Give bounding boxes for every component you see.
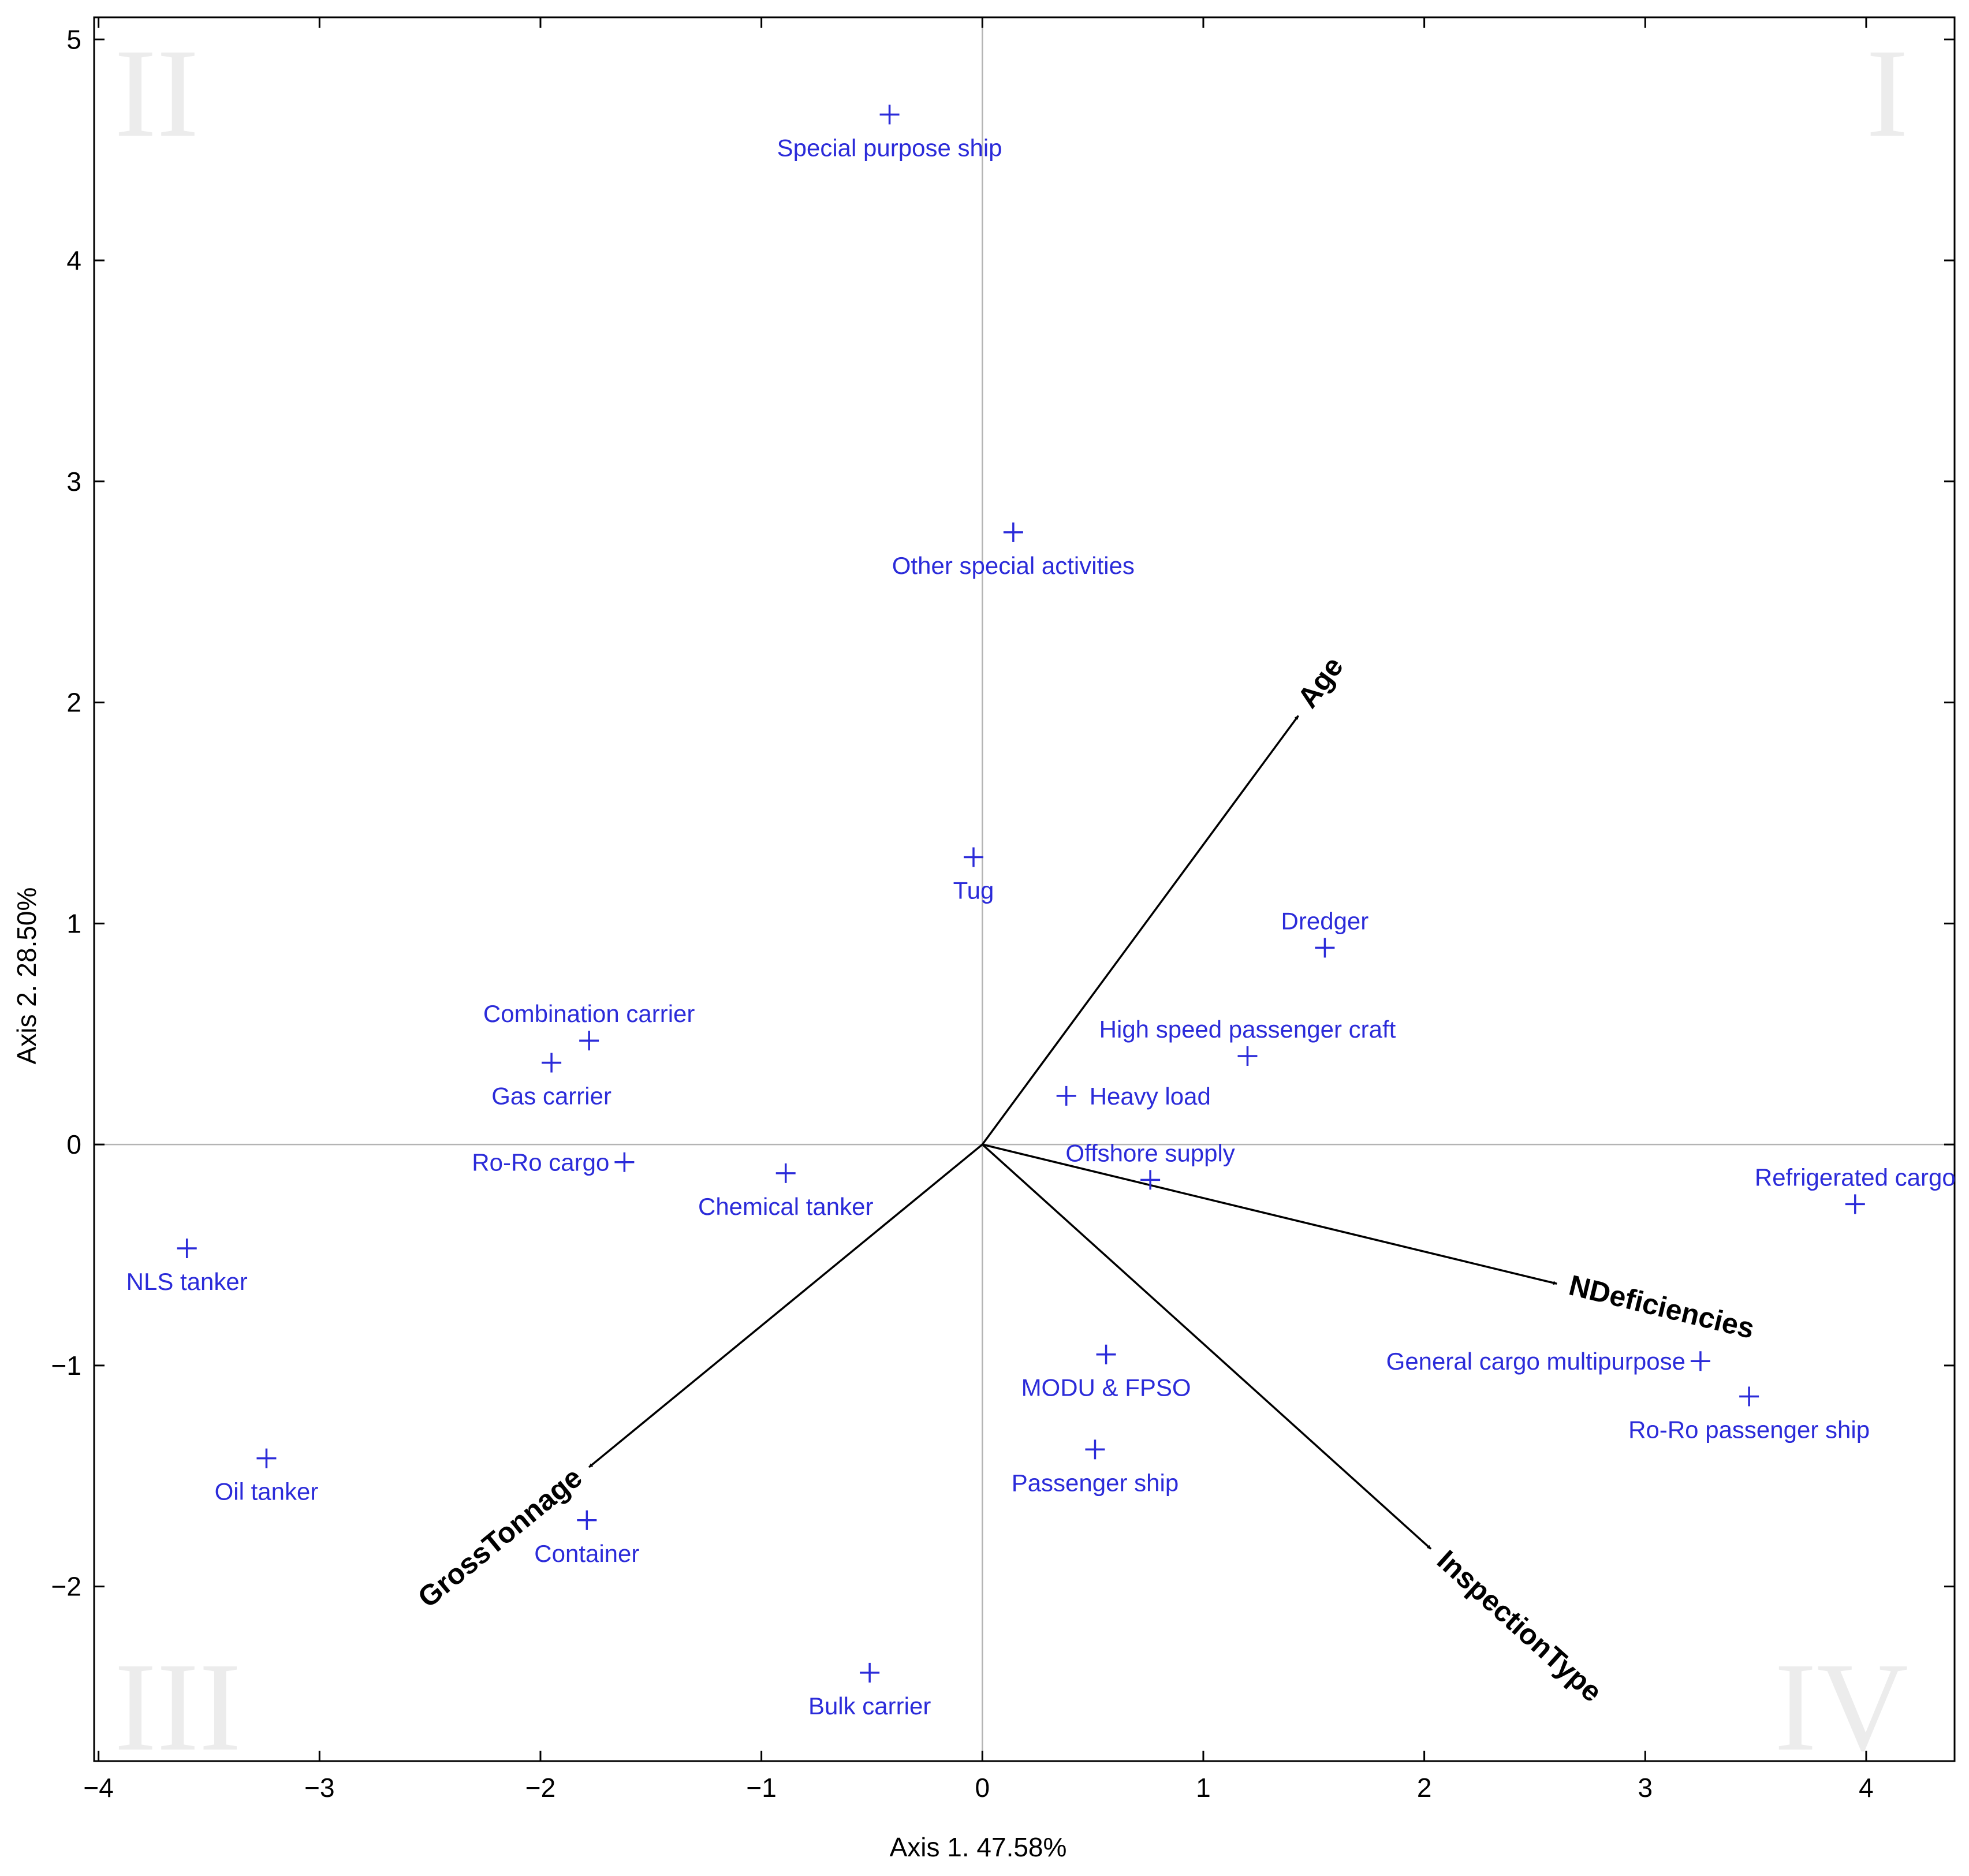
point-label-heavy-load: Heavy load — [1090, 1083, 1211, 1110]
point-label-other-special-activities: Other special activities — [892, 552, 1135, 579]
vector-arrow-ndeficiencies — [982, 1143, 1557, 1285]
point-refrigerated-cargo: Refrigerated cargo — [1755, 1163, 1956, 1214]
point-label-container: Container — [534, 1540, 639, 1567]
x-tick-label: 4 — [1859, 1773, 1874, 1803]
point-label-passenger-ship: Passenger ship — [1012, 1469, 1179, 1496]
quadrant-label-iv: IV — [1774, 1636, 1908, 1777]
point-general-cargo-multipurpose: General cargo multipurpose — [1386, 1348, 1710, 1375]
point-label-offshore-supply: Offshore supply — [1065, 1139, 1235, 1166]
point-label-combination-carrier: Combination carrier — [483, 1000, 695, 1027]
x-tick-label: −4 — [83, 1773, 113, 1803]
point-container: Container — [534, 1510, 639, 1567]
point-label-high-speed-passenger-craft: High speed passenger craft — [1099, 1016, 1396, 1043]
reference-lines — [94, 17, 1955, 1761]
point-oil-tanker: Oil tanker — [215, 1448, 319, 1505]
y-tick-label: 4 — [66, 245, 81, 275]
y-tick-label: −2 — [51, 1572, 81, 1602]
x-axis-label: Axis 1. 47.58% — [890, 1832, 1067, 1862]
quadrant-label-iii: III — [114, 1636, 241, 1777]
point-ro-ro-cargo: Ro-Ro cargo — [472, 1149, 635, 1176]
point-heavy-load: Heavy load — [1056, 1083, 1211, 1110]
point-nls-tanker: NLS tanker — [126, 1238, 248, 1295]
vector-arrow-inspectiontype — [982, 1143, 1432, 1550]
point-label-oil-tanker: Oil tanker — [215, 1478, 319, 1505]
vector-label-ndeficiencies: NDeficiencies — [1566, 1269, 1758, 1345]
x-tick-label: −2 — [525, 1773, 555, 1803]
point-gas-carrier: Gas carrier — [491, 1053, 611, 1109]
y-tick-label: 1 — [66, 908, 81, 938]
x-tick-label: −3 — [304, 1773, 334, 1803]
y-tick-label: 2 — [66, 688, 81, 718]
point-label-bulk-carrier: Bulk carrier — [808, 1692, 931, 1720]
point-label-tug: Tug — [953, 877, 994, 904]
vector-label-inspectiontype: InspectionType — [1431, 1544, 1608, 1709]
y-tick-label: 5 — [66, 24, 81, 54]
x-tick-label: 2 — [1417, 1773, 1432, 1803]
point-label-gas-carrier: Gas carrier — [491, 1082, 611, 1109]
vector-label-grosstonnage: GrossTonnage — [412, 1461, 588, 1614]
y-tick-label: −1 — [51, 1351, 81, 1381]
plot-frame — [93, 16, 1956, 1762]
point-label-ro-ro-passenger-ship: Ro-Ro passenger ship — [1628, 1416, 1870, 1443]
vector-arrow-age — [981, 715, 1299, 1146]
x-tick-label: −1 — [746, 1773, 776, 1803]
point-offshore-supply: Offshore supply — [1065, 1139, 1235, 1190]
point-combination-carrier: Combination carrier — [483, 1000, 695, 1051]
vector-label-age: Age — [1291, 651, 1349, 714]
vector-arrow-grosstonnage — [588, 1143, 983, 1468]
point-chemical-tanker: Chemical tanker — [698, 1163, 873, 1220]
point-label-dredger: Dredger — [1281, 907, 1369, 934]
quadrant-label-ii: II — [114, 23, 199, 163]
point-label-special-purpose-ship: Special purpose ship — [777, 134, 1002, 161]
point-label-general-cargo-multipurpose: General cargo multipurpose — [1386, 1348, 1685, 1375]
x-tick-label: 3 — [1638, 1773, 1653, 1803]
x-tick-label: 0 — [975, 1773, 990, 1803]
y-tick-label: 3 — [66, 467, 81, 497]
axis-ticks: −4 −3 −2 −1 0 1 2 3 4 −2 −1 0 1 2 3 4 5 — [51, 17, 1955, 1803]
point-label-modu-and-fpso: MODU & FPSO — [1021, 1374, 1191, 1401]
x-tick-label: 1 — [1196, 1773, 1211, 1803]
point-passenger-ship: Passenger ship — [1012, 1439, 1179, 1496]
data-points: Special purpose ship Other special activi… — [126, 105, 1956, 1720]
point-label-chemical-tanker: Chemical tanker — [698, 1193, 873, 1220]
point-dredger: Dredger — [1281, 907, 1369, 958]
point-label-refrigerated-cargo: Refrigerated cargo — [1755, 1163, 1956, 1191]
point-modu-and-fpso: MODU & FPSO — [1021, 1344, 1191, 1401]
point-tug: Tug — [953, 847, 994, 904]
point-label-nls-tanker: NLS tanker — [126, 1268, 248, 1295]
y-tick-label: 0 — [66, 1129, 81, 1159]
point-special-purpose-ship: Special purpose ship — [777, 105, 1002, 161]
y-axis-label: Axis 2. 28.50% — [12, 887, 42, 1065]
point-bulk-carrier: Bulk carrier — [808, 1662, 931, 1720]
quadrant-label-i: I — [1866, 23, 1908, 163]
point-ro-ro-passenger-ship: Ro-Ro passenger ship — [1628, 1386, 1870, 1443]
point-other-special-activities: Other special activities — [892, 522, 1135, 579]
point-label-ro-ro-cargo: Ro-Ro cargo — [472, 1149, 609, 1176]
point-high-speed-passenger-craft: High speed passenger craft — [1099, 1016, 1396, 1066]
